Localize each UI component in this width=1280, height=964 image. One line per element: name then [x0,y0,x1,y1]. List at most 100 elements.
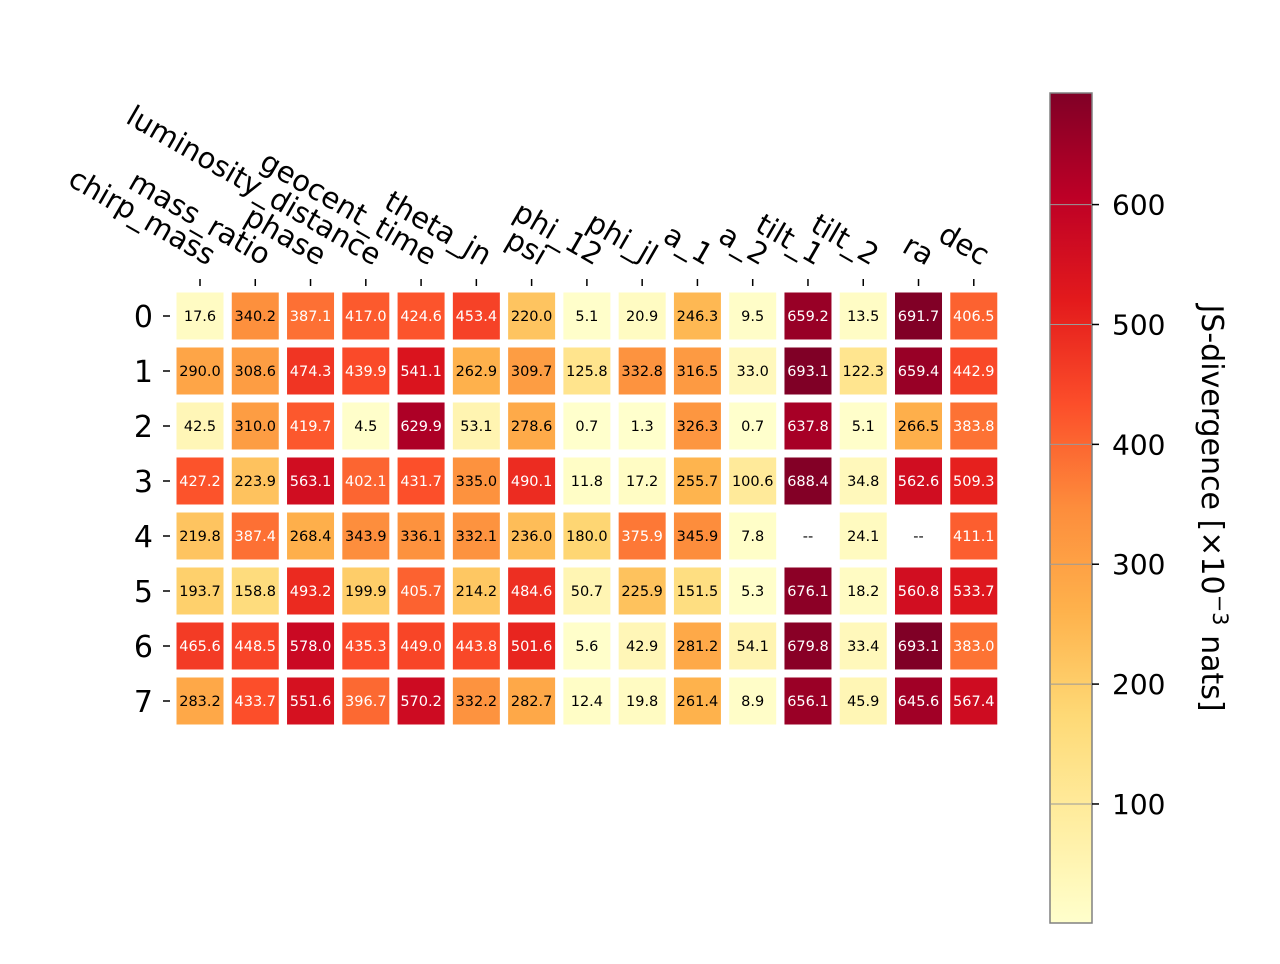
cell-value-label: 1.3 [631,419,654,435]
heatmap-cell [895,402,943,450]
cell-value-label: 268.4 [290,529,332,545]
heatmap-cell [397,402,445,450]
colorbar-tick-label: 400 [1112,428,1165,461]
heatmap-cell [342,567,390,615]
cell-value-label: 7.8 [741,529,764,545]
cell-value-label: 533.7 [953,584,995,600]
heatmap-cell [508,402,556,450]
cell-value-label: 637.8 [787,419,829,435]
x-axis-labels: chirp_massmass_ratiophaseluminosity_dist… [63,99,995,286]
y-axis-labels: 0 1 2 3 4 5 6 7 [134,300,170,720]
heatmap-cell [729,457,777,505]
colorbar-tick-label: 100 [1112,788,1165,821]
cell-value-label: 656.1 [787,694,829,710]
heatmap-cell [452,457,500,505]
cell-value-label: 387.1 [290,309,332,325]
heatmap-cell [563,622,611,670]
heatmap-cell [895,677,943,725]
heatmap-cell [729,677,777,725]
heatmap-cell [452,402,500,450]
cell-value-label: 223.9 [235,474,277,490]
heatmap-cell [397,347,445,395]
heatmap-cell [287,457,335,505]
cell-value-label: 262.9 [456,364,498,380]
heatmap-cell [839,292,887,340]
heatmap-cell [950,512,998,560]
heatmap-cell [397,622,445,670]
cell-value-label: 9.5 [741,309,764,325]
cell-value-label: 693.1 [898,639,940,655]
cell-value-label: 645.6 [898,694,940,710]
cell-value-label: 562.6 [898,474,940,490]
heatmap-cell [287,622,335,670]
colorbar-tick-label: 300 [1112,548,1165,581]
heatmap-cell [176,622,224,670]
heatmap-cell [839,512,887,560]
cell-value-label: 24.1 [847,529,879,545]
cell-value-label: 567.4 [953,694,995,710]
heatmap-cell [508,512,556,560]
heatmap-cell [287,402,335,450]
heatmap-cell [397,677,445,725]
heatmap-cell [618,567,666,615]
cell-value-label: 336.1 [400,529,442,545]
heatmap-cell [452,567,500,615]
cell-value-label: 219.8 [179,529,221,545]
heatmap-cell [618,622,666,670]
heatmap-cell [287,677,335,725]
x-tick-label: a_1 [658,217,719,272]
heatmap-cell [287,512,335,560]
heatmap-cell [287,292,335,340]
heatmap-cell [673,402,721,450]
heatmap-cell [784,622,832,670]
heatmap-cell [231,567,279,615]
heatmap-cell [839,567,887,615]
cell-value-label: 465.6 [179,639,221,655]
cell-value-label: 679.8 [787,639,829,655]
cell-value-label: 53.1 [460,419,492,435]
cell-value-label: 255.7 [677,474,719,490]
cell-value-label: 343.9 [345,529,387,545]
cell-value-label: 281.2 [677,639,719,655]
heatmap-cell [895,622,943,670]
cell-value-label: 220.0 [511,309,553,325]
heatmap-cell [950,292,998,340]
heatmap-cell [452,622,500,670]
cell-value-label: 225.9 [621,584,663,600]
cell-value-label: 326.3 [677,419,719,435]
heatmap-cell [729,292,777,340]
heatmap-cell [452,347,500,395]
heatmap-cell [563,292,611,340]
y-tick-label: 0 [134,300,153,335]
cell-value-label: 435.3 [345,639,387,655]
heatmap-cell [784,402,832,450]
cell-value-label: 8.9 [741,694,764,710]
cell-value-label: 100.6 [732,474,774,490]
heatmap-cell [895,457,943,505]
heatmap-cell [342,622,390,670]
heatmap-cell [673,347,721,395]
heatmap-cell [950,677,998,725]
cell-value-label: 443.8 [456,639,498,655]
cell-value-label: 42.9 [626,639,658,655]
cell-value-label: 125.8 [566,364,608,380]
heatmap-cell [839,402,887,450]
cell-value-label: 180.0 [566,529,608,545]
heatmap-cell [508,567,556,615]
y-tick-label: 2 [134,410,153,445]
cell-value-label: 261.4 [677,694,719,710]
cell-value-label: 214.2 [456,584,498,600]
cell-value-label: 659.2 [787,309,829,325]
heatmap-cell [176,402,224,450]
cell-value-label: 387.4 [235,529,277,545]
heatmap-cell [618,402,666,450]
heatmap-cell [397,567,445,615]
cell-value-label: 193.7 [179,584,221,600]
heatmap-cell [563,567,611,615]
cell-value-label: 0.7 [741,419,764,435]
heatmap-cell [342,402,390,450]
cell-value-label: 45.9 [847,694,879,710]
cell-value-label: 332.2 [456,694,498,710]
cell-value-label: 34.8 [847,474,879,490]
heatmap-cell [452,292,500,340]
